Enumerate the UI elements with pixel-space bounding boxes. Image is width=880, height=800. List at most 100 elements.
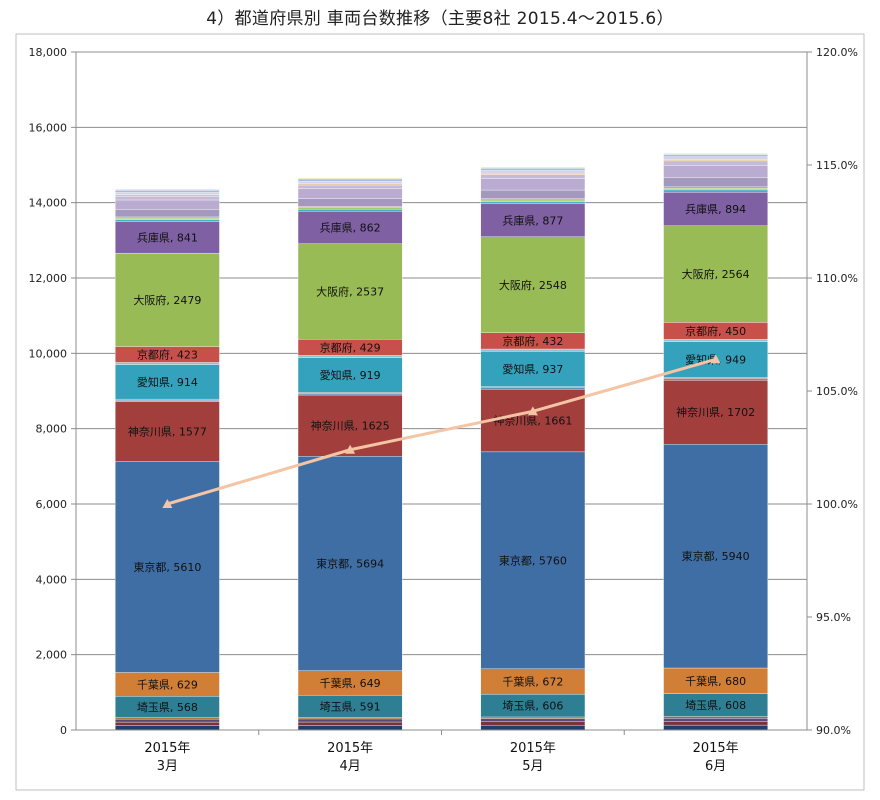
data-label: 京都府, 423 [137, 347, 198, 361]
bar-segment [297, 718, 403, 723]
bar-segment [115, 460, 220, 673]
bar-segment [297, 198, 403, 207]
bar-segment [663, 717, 768, 722]
bar-segment [663, 165, 768, 178]
bar-segment [663, 379, 768, 445]
bar-segment [297, 721, 403, 726]
bar-segment [480, 668, 586, 695]
y-left-tick-label: 18,000 [29, 46, 68, 59]
axes: 0 2,000 4,000 6,000 8,000 10,000 12,000 14,000 1… [29, 46, 858, 774]
x-tick-label: 2015年 [510, 741, 556, 756]
data-label: 愛知県, 937 [502, 362, 563, 376]
bar-segment [297, 207, 403, 210]
bar-segment [663, 159, 768, 162]
bar-segment [663, 721, 768, 726]
data-label: 京都府, 432 [502, 334, 563, 348]
ratio-line-marker [710, 354, 721, 364]
x-tick-label: 3月 [157, 759, 178, 774]
bar-segment [115, 362, 220, 365]
bars [115, 153, 768, 731]
data-label: 埼玉県, 568 [137, 700, 198, 714]
data-label: 大阪府, 2537 [316, 285, 384, 299]
x-tick-label: 2015年 [144, 741, 190, 756]
data-label: 神奈川県, 1661 [493, 414, 572, 428]
bar-segment [297, 456, 403, 671]
bar-segment [297, 717, 403, 720]
data-label: 大阪府, 2564 [682, 267, 750, 281]
bar-segment [663, 154, 768, 157]
bar-segment [480, 348, 586, 352]
y-left-tick-label: 8,000 [36, 423, 68, 436]
bar-segment [297, 184, 403, 189]
bar-segment [115, 725, 220, 731]
data-label: 東京都, 5610 [133, 560, 201, 574]
bar-segment [480, 168, 586, 171]
bar-segment [480, 387, 586, 390]
bar-segment [297, 725, 403, 731]
bar-segment [115, 192, 220, 195]
bar-segment [663, 156, 768, 160]
bar-segment [663, 724, 768, 731]
bar-segment [480, 199, 586, 202]
data-label: 大阪府, 2548 [499, 278, 567, 292]
ratio-line-marker [527, 406, 538, 416]
data-label: 千葉県, 680 [685, 674, 746, 688]
data-label: 神奈川県, 1702 [676, 405, 755, 419]
y-left-tick-label: 2,000 [36, 649, 68, 662]
data-label: 埼玉県, 606 [502, 699, 563, 713]
bar-segment [480, 201, 586, 204]
data-label: 千葉県, 672 [502, 674, 563, 688]
bar-segment [663, 225, 768, 323]
x-tick-label: 4月 [339, 759, 360, 774]
bar-segment [480, 198, 586, 201]
bar-segment [297, 243, 403, 340]
data-label: 東京都, 5760 [499, 553, 567, 567]
y-left-tick-label: 6,000 [36, 498, 68, 511]
y-left-tick-label: 14,000 [29, 197, 68, 210]
bar-segment [115, 196, 220, 201]
bar-segment [663, 160, 768, 166]
bar-segment [480, 189, 586, 199]
bar-segment [480, 172, 586, 175]
bar-segment [297, 188, 403, 199]
bar-segment [115, 721, 220, 726]
data-label: 大阪府, 2479 [133, 293, 201, 307]
data-label: 神奈川県, 1625 [311, 419, 390, 433]
x-tick-label: 2015年 [327, 741, 373, 756]
bar-segment [115, 718, 220, 723]
y-right-tick-label: 120.0% [816, 46, 858, 59]
bar-segment [297, 183, 403, 186]
y-left-tick-label: 10,000 [29, 347, 68, 360]
x-tick-label: 6月 [705, 759, 726, 774]
y-right-tick-label: 105.0% [816, 385, 858, 398]
data-label: 愛知県, 914 [137, 375, 198, 389]
bar-segment [115, 190, 220, 193]
chart-title: 4）都道府県別 車両台数推移（主要8社 2015.4〜2015.6） [206, 9, 674, 29]
y-left-tick-label: 16,000 [29, 121, 68, 134]
data-label: 愛知県, 919 [320, 368, 381, 382]
bar-segment [480, 718, 586, 722]
bar-segment [480, 389, 586, 453]
bar-segment [115, 194, 220, 197]
ratio-line-marker [162, 499, 173, 508]
bar-segment [663, 378, 768, 381]
data-label: 東京都, 5940 [682, 549, 750, 563]
bar-segment [663, 191, 768, 227]
bar-segment [297, 211, 403, 244]
bar-segment [480, 451, 586, 670]
bar-segment [297, 357, 403, 393]
y-left-tick-label: 4,000 [36, 573, 68, 586]
bar-segment [297, 178, 403, 182]
bar-segment [115, 199, 220, 210]
data-label: 兵庫県, 894 [685, 202, 746, 216]
bar-segment [115, 221, 220, 254]
bar-segment [297, 393, 403, 396]
y-left-tick-label: 0 [60, 724, 67, 737]
data-label: 兵庫県, 841 [137, 230, 198, 244]
bar-segment [480, 166, 586, 169]
bar-segment [480, 721, 586, 726]
bar-segment [115, 217, 220, 220]
bar-segment [663, 187, 768, 191]
bar-segment [480, 236, 586, 333]
bar-segment [297, 177, 403, 180]
